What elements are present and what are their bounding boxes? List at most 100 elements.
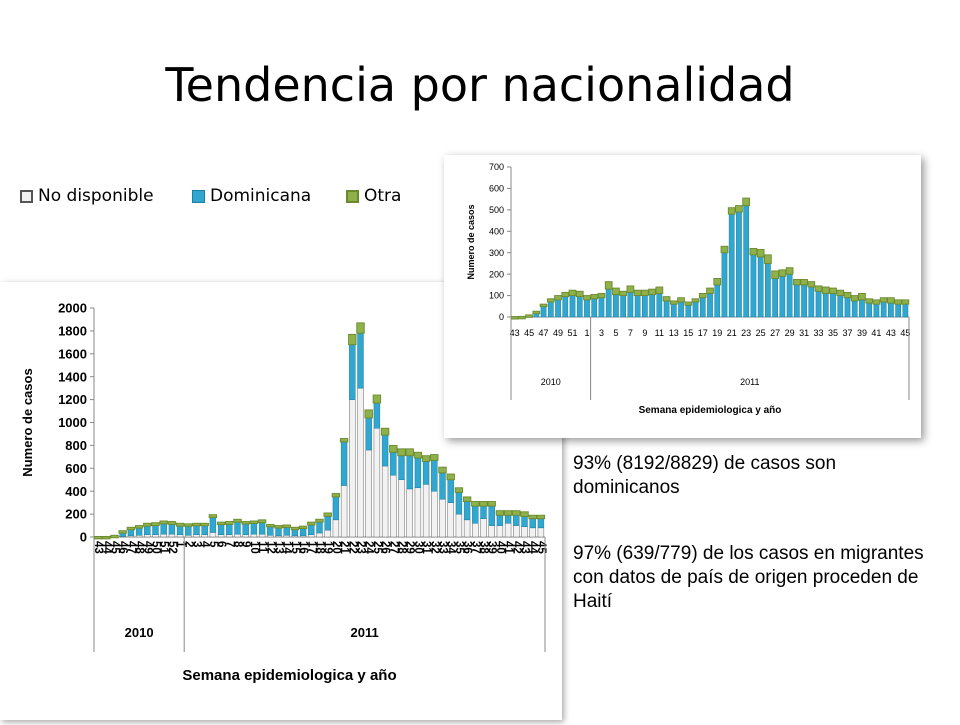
bar-otra [439, 467, 447, 473]
x-tick-label: 13 [669, 328, 679, 338]
chart-legend: No disponible Dominicana Otra [14, 183, 434, 213]
y-tick-label: 1200 [58, 392, 87, 407]
bar-dominicana [333, 497, 339, 520]
bar-no-disponible [407, 489, 413, 537]
bar-otra [815, 286, 822, 291]
x-tick-label: 45 [524, 328, 534, 338]
bar-dominicana [606, 289, 611, 317]
x-tick-label: 25 [756, 328, 766, 338]
bar-no-disponible [366, 450, 372, 537]
bar-no-disponible [218, 535, 224, 537]
bar-no-disponible [226, 535, 232, 537]
legend-label-no-disponible: No disponible [38, 186, 154, 206]
bar-dominicana [715, 285, 720, 317]
y-tick-label: 100 [489, 291, 504, 301]
bar-otra [537, 515, 545, 518]
bar-dominicana [657, 293, 662, 317]
bar-dominicana [497, 515, 503, 525]
bar-no-disponible [235, 534, 241, 537]
bar-dominicana [358, 333, 364, 388]
y-axis-title: Numero de casos [466, 204, 476, 279]
y-axis-title: Numero de casos [20, 368, 35, 476]
y-tick-label: 0 [80, 530, 87, 545]
y-tick-label: 200 [489, 269, 504, 279]
x-tick-label: 23 [741, 328, 751, 338]
bar-otra [381, 428, 389, 435]
bar-otra [234, 519, 242, 522]
bar-no-disponible [144, 535, 150, 537]
bar-no-disponible [497, 526, 503, 537]
bar-dominicana [780, 276, 785, 317]
bar-otra [135, 526, 143, 529]
bar-dominicana [888, 303, 893, 317]
y-tick-label: 200 [65, 507, 87, 522]
bar-no-disponible [317, 533, 323, 537]
bar-otra [801, 280, 808, 285]
note-dominicanos: 93% (8192/8829) de casos son dominicanos [573, 452, 933, 500]
bar-otra [308, 522, 316, 525]
bar-dominicana [226, 524, 232, 534]
bar-otra [540, 304, 547, 307]
bar-no-disponible [505, 523, 511, 537]
x-tick-label: 31 [799, 328, 809, 338]
bar-otra [736, 206, 743, 212]
bar-otra [521, 512, 529, 517]
x-tick-label: 21 [727, 328, 737, 338]
bar-dominicana [707, 293, 712, 317]
y-tick-label: 600 [489, 184, 504, 194]
bar-otra [185, 524, 193, 527]
bar-no-disponible [513, 526, 519, 537]
bar-otra [496, 511, 504, 516]
bar-no-disponible [243, 535, 249, 537]
x-tick-label: 51 [568, 328, 578, 338]
bar-otra [902, 300, 909, 304]
x-tick-label: 47 [539, 328, 549, 338]
bar-dominicana [259, 523, 265, 534]
bar-dominicana [816, 291, 821, 317]
bar-no-disponible [456, 514, 462, 537]
bar-otra [447, 474, 455, 480]
bar-dominicana [235, 522, 241, 534]
bar-no-disponible [341, 485, 347, 537]
bar-otra [547, 299, 554, 302]
bar-otra [728, 208, 735, 214]
x-tick-label: 11 [655, 328, 664, 338]
bar-otra [488, 502, 496, 507]
bar-otra [332, 493, 340, 496]
x-tick-label: 1 [584, 328, 589, 338]
bar-no-disponible [169, 534, 175, 537]
bar-otra [656, 287, 663, 293]
bar-otra [670, 301, 677, 304]
slide-title: Tendencia por nacionalidad [0, 58, 960, 112]
bar-otra [663, 297, 670, 301]
bar-dominicana [538, 519, 544, 528]
bar-dominicana [489, 506, 495, 525]
x-tick-label: 33 [814, 328, 824, 338]
bar-dominicana [664, 301, 669, 317]
bar-otra [209, 515, 217, 518]
bar-dominicana [251, 523, 257, 534]
bar-otra [888, 298, 895, 303]
bar-dominicana [794, 285, 799, 317]
bar-otra [168, 522, 176, 525]
bar-dominicana [194, 526, 200, 535]
bar-dominicana [530, 519, 536, 528]
x-tick-label: 41 [871, 328, 881, 338]
bar-otra [830, 288, 837, 293]
bar-otra [793, 280, 800, 285]
bar-otra [721, 246, 728, 252]
bar-dominicana [407, 456, 413, 489]
bar-no-disponible [308, 535, 314, 537]
bar-dominicana [896, 304, 901, 317]
x-tick-label: 43 [886, 328, 896, 338]
bar-otra [613, 288, 620, 294]
bar-dominicana [628, 292, 633, 317]
bar-otra [562, 292, 569, 296]
bar-dominicana [161, 524, 167, 534]
bar-otra [526, 315, 533, 318]
bar-dominicana [722, 253, 727, 317]
bar-otra [598, 293, 605, 297]
bar-dominicana [440, 473, 446, 499]
